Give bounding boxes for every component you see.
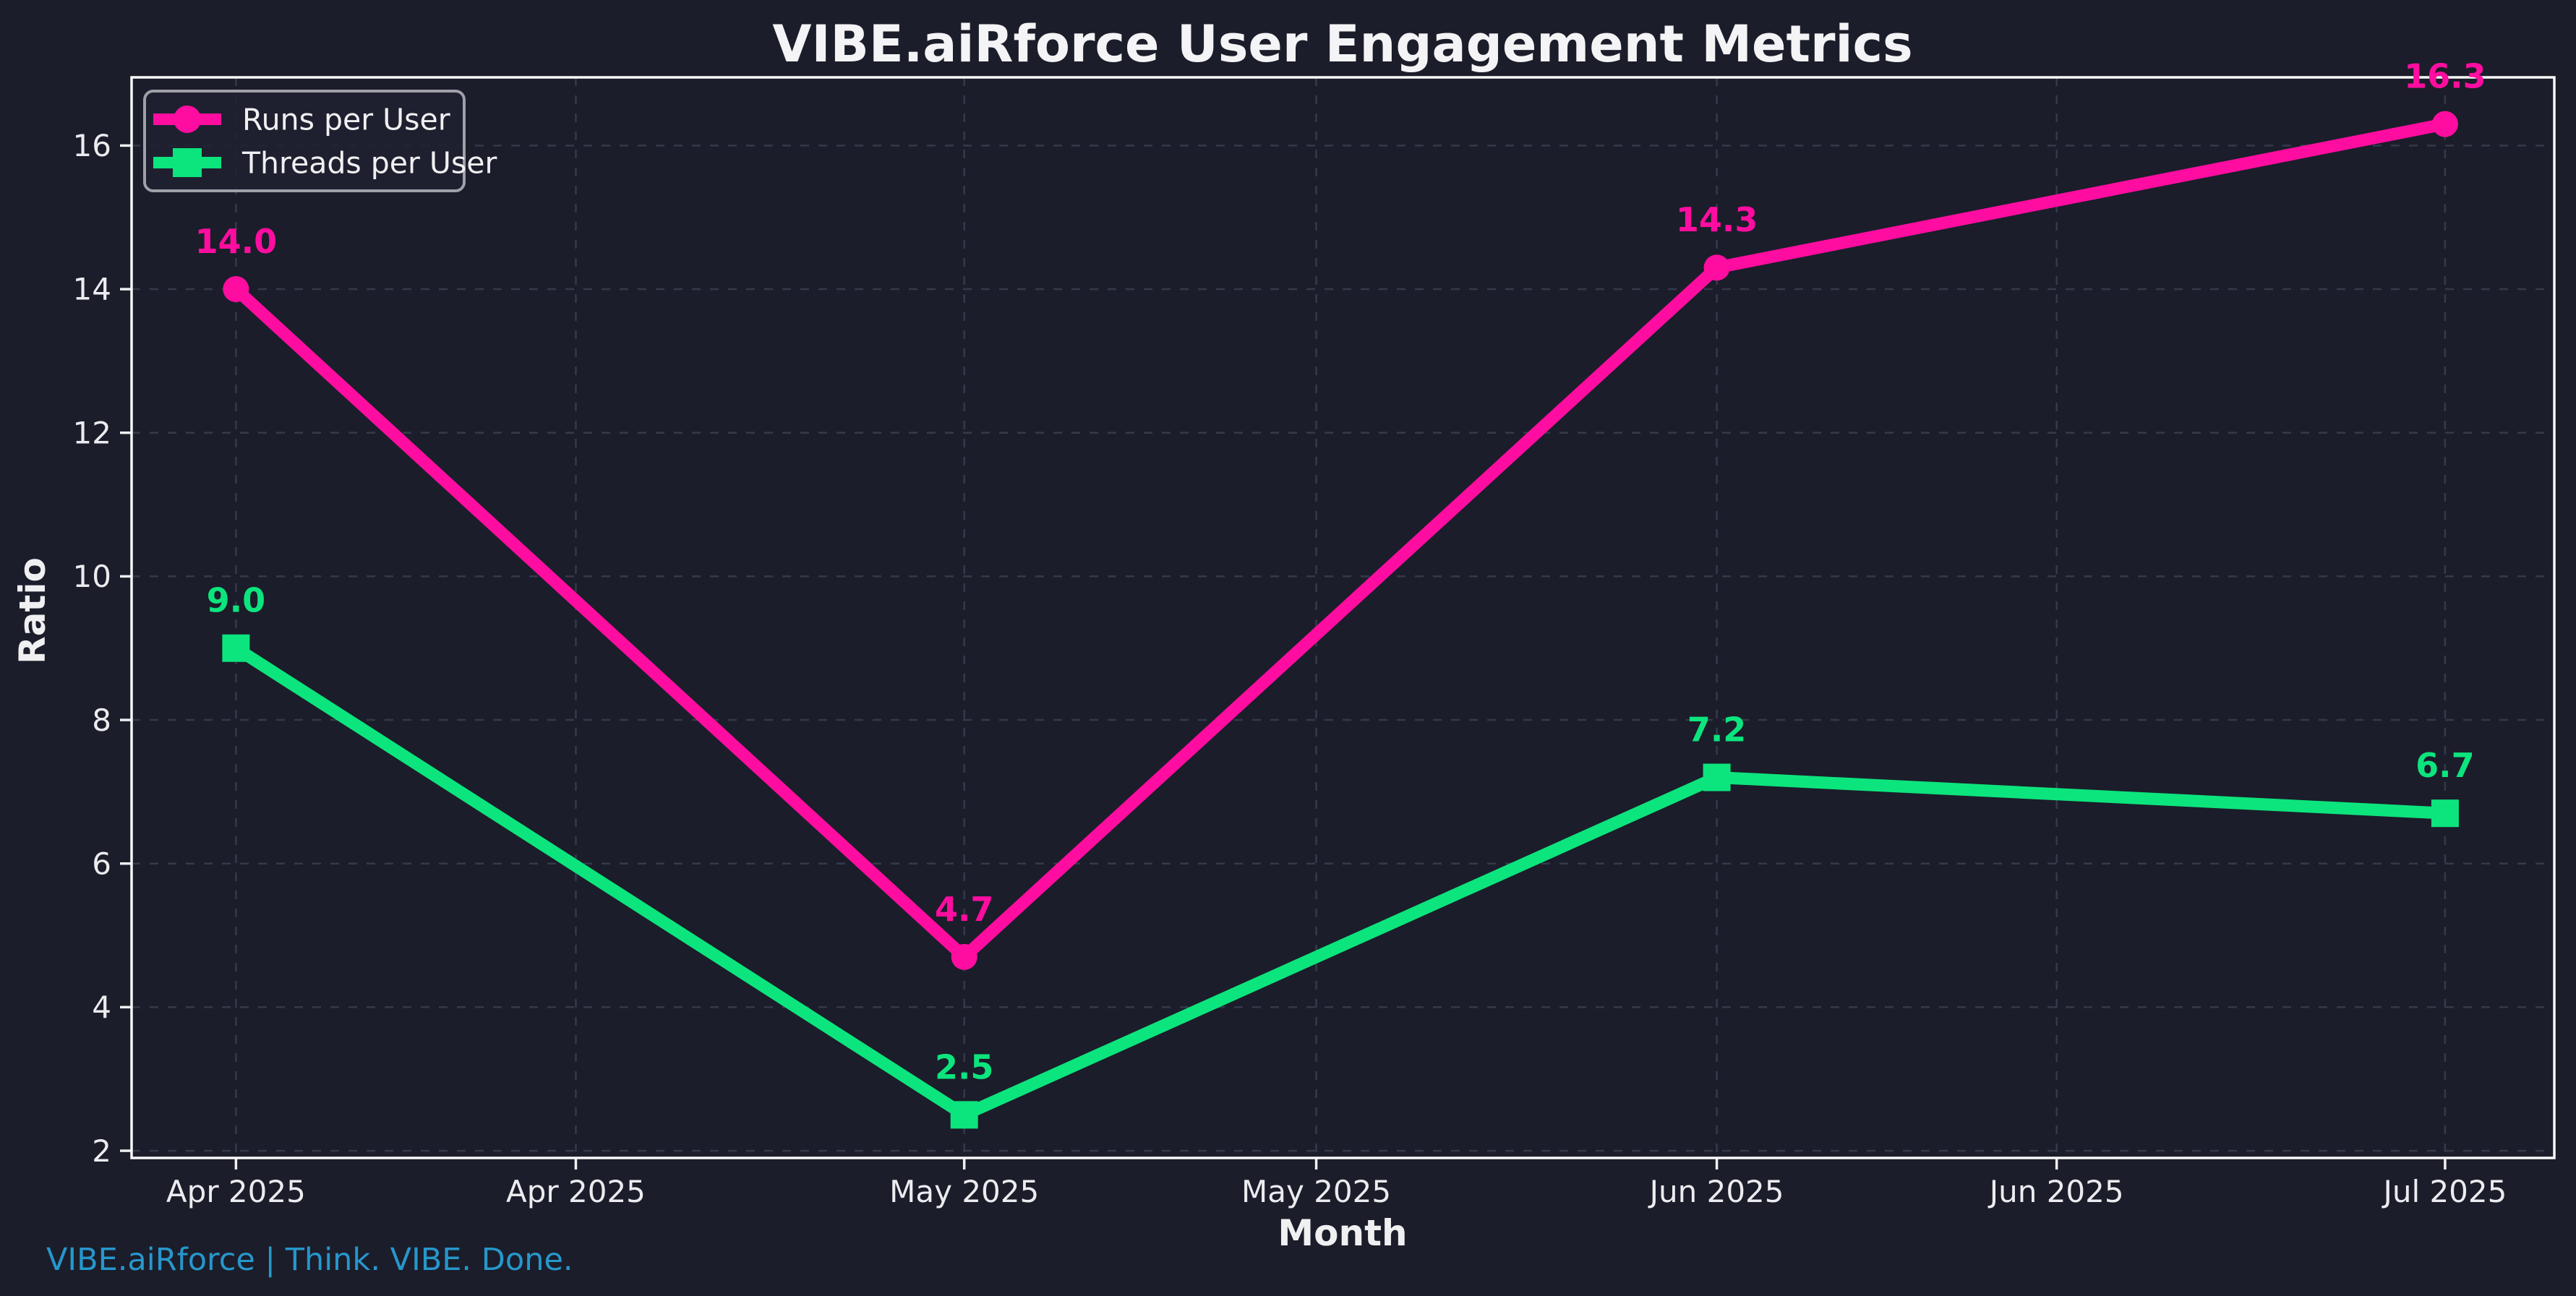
data-point-marker-square — [950, 1101, 978, 1129]
x-tick-label: Jun 2025 — [1648, 1174, 1784, 1209]
plot-border — [130, 76, 2556, 1159]
y-tick-label: 8 — [92, 703, 111, 738]
data-series — [222, 111, 2459, 1129]
data-point-value-label: 14.3 — [1676, 200, 1758, 239]
data-point-marker-circle — [2431, 111, 2458, 137]
legend-box — [143, 90, 466, 192]
legend-item-label: Runs per User — [242, 102, 450, 137]
y-tick-label: 14 — [73, 272, 111, 307]
data-point-value-label: 6.7 — [2415, 746, 2475, 785]
x-tick-label: Jul 2025 — [2381, 1174, 2507, 1209]
data-point-value-label: 9.0 — [207, 581, 266, 620]
x-tick-label: Apr 2025 — [506, 1174, 646, 1209]
footer-watermark: VIBE.aiRforce | Think. VIBE. Done. — [46, 1242, 573, 1278]
y-tick-label: 4 — [92, 990, 111, 1025]
x-tick-label: Apr 2025 — [166, 1174, 306, 1209]
y-axis-label: Ratio — [12, 557, 54, 664]
series-line-threads-per-user — [229, 642, 2452, 1121]
series-line-runs-per-user — [229, 118, 2452, 964]
data-point-labels: 14.0 4.7 14.3 16.3 9.0 2.5 7.2 6.7 — [195, 57, 2486, 1087]
y-tick-label: 10 — [73, 559, 111, 594]
legend-marker-circle — [174, 106, 201, 133]
legend-marker-square — [173, 148, 202, 177]
legend-item-label: Threads per User — [241, 145, 497, 180]
y-tick-label: 16 — [73, 128, 111, 163]
x-tick-label: Jun 2025 — [1987, 1174, 2124, 1209]
gridlines — [132, 77, 2554, 1158]
data-point-marker-circle — [1703, 254, 1730, 281]
chart-title: VIBE.aiRforce User Engagement Metrics — [772, 14, 1912, 74]
data-point-marker-square — [1703, 763, 1731, 791]
data-point-value-label: 2.5 — [935, 1047, 994, 1086]
data-point-value-label: 4.7 — [935, 890, 994, 929]
data-point-marker-square — [2431, 799, 2459, 828]
x-axis-label: Month — [1278, 1212, 1407, 1254]
x-tick-label: May 2025 — [889, 1174, 1039, 1209]
x-tick-label: May 2025 — [1241, 1174, 1391, 1209]
axis-ticks: 2 4 6 8 10 12 14 16 Apr 2025 Apr 2025 May 2025 May … — [73, 128, 2507, 1209]
y-tick-label: 6 — [92, 846, 111, 881]
data-point-value-label: 7.2 — [1687, 711, 1747, 750]
y-tick-label: 12 — [73, 415, 111, 450]
data-point-marker-square — [222, 634, 250, 662]
legend: Runs per User Threads per User — [143, 90, 497, 192]
data-point-marker-circle — [951, 943, 977, 970]
data-point-marker-circle — [223, 276, 249, 303]
data-point-value-label: 16.3 — [2404, 57, 2486, 96]
data-point-value-label: 14.0 — [195, 222, 278, 261]
y-tick-label: 2 — [92, 1133, 111, 1169]
